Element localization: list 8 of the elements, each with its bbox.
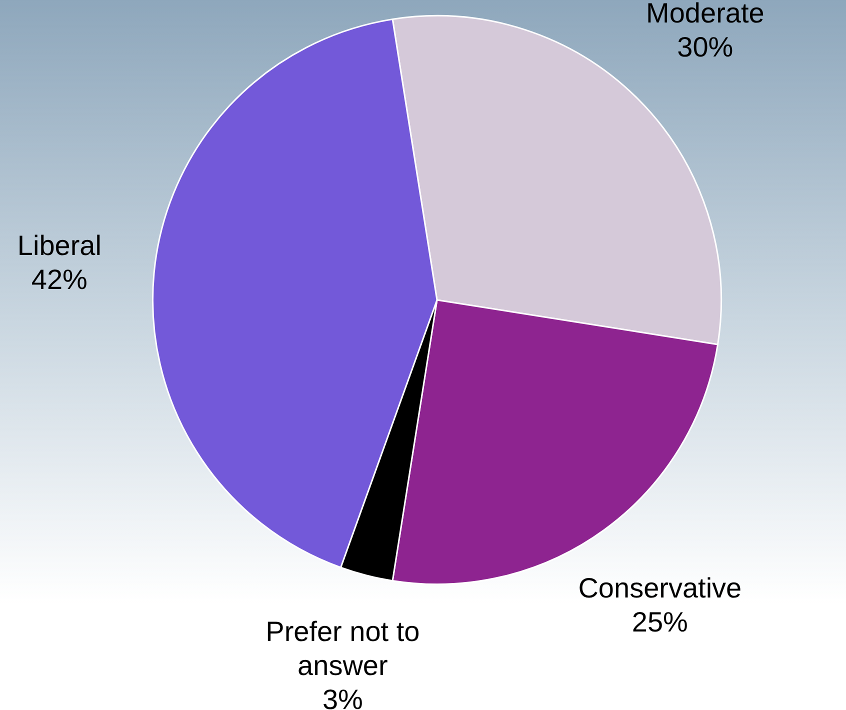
slice-label: Conservative [578, 572, 742, 604]
data-label: 25% [632, 606, 688, 638]
slice-label: Prefer not to answer [266, 616, 420, 682]
data-label: 3% [322, 684, 363, 710]
data-label: 30% [677, 32, 734, 63]
slice-label: Moderate [646, 0, 764, 29]
data-label: 42% [31, 264, 88, 296]
slice-label: Liberal [17, 230, 102, 262]
